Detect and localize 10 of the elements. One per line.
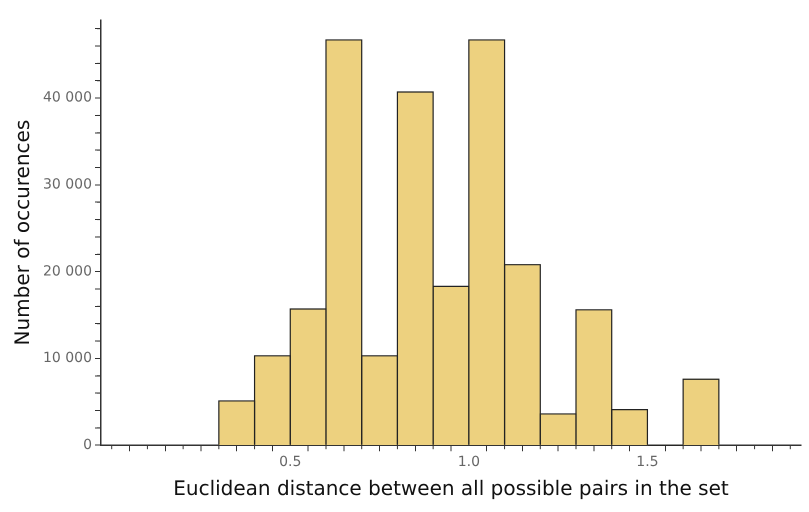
y-axis-title: Number of occurences [10,120,34,346]
x-tick-label: 1.0 [458,454,480,470]
x-tick-label: 0.5 [279,454,302,470]
y-tick-label: 0 [83,436,92,453]
y-tick-label: 20 000 [42,263,92,280]
y-tick-label: 10 000 [42,350,92,366]
x-axis-title: Euclidean distance between all possible pairs in the set [173,476,729,500]
y-tick-label: 40 000 [42,90,92,106]
y-tick-label: 30 000 [42,176,92,193]
x-tick-label: 1.5 [636,454,659,470]
